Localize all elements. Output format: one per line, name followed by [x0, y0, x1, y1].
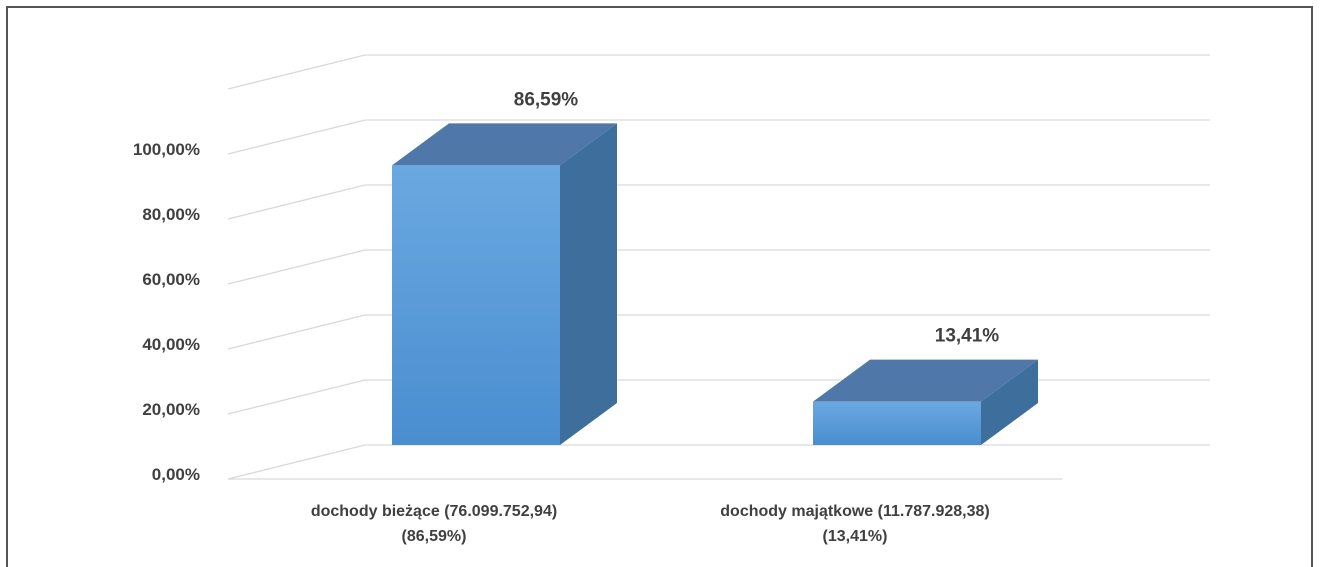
y-tick-label: 60,00%	[142, 270, 200, 289]
bar	[813, 359, 1038, 445]
y-tick-label: 0,00%	[152, 465, 200, 484]
category-label: dochody majątkowe (11.787.928,38) (13,41%…	[720, 503, 989, 545]
bar-side	[560, 123, 617, 445]
chart-frame	[6, 6, 1313, 567]
data-label: 13,41%	[935, 326, 1000, 347]
y-tick-label: 20,00%	[142, 400, 200, 419]
category-labels: dochody bieżące (76.099.752,94) (86,59%) d…	[311, 503, 990, 545]
gridline	[227, 314, 1210, 350]
gridline	[227, 249, 1210, 285]
gridline	[227, 54, 1210, 90]
data-label: 86,59%	[514, 89, 579, 110]
bar-top	[813, 359, 1038, 402]
y-tick-label: 40,00%	[142, 335, 200, 354]
y-axis-ticks: 0,00% 20,00% 40,00% 60,00% 80,00% 100,00%	[133, 140, 200, 484]
gridline	[227, 444, 1210, 480]
bar-side	[981, 359, 1038, 445]
gridlines	[227, 54, 1210, 480]
category-label: dochody bieżące (76.099.752,94) (86,59%)	[311, 503, 557, 545]
gridline	[227, 119, 1210, 155]
y-tick-label: 100,00%	[133, 140, 200, 159]
y-tick-label: 80,00%	[142, 205, 200, 224]
bar-front	[813, 401, 981, 445]
gridline	[227, 379, 1210, 415]
bar	[392, 123, 617, 445]
gridline	[227, 184, 1210, 220]
bars: 86,59% 13,41%	[392, 89, 1038, 445]
bar-front	[392, 165, 560, 445]
bar-top	[392, 123, 617, 166]
